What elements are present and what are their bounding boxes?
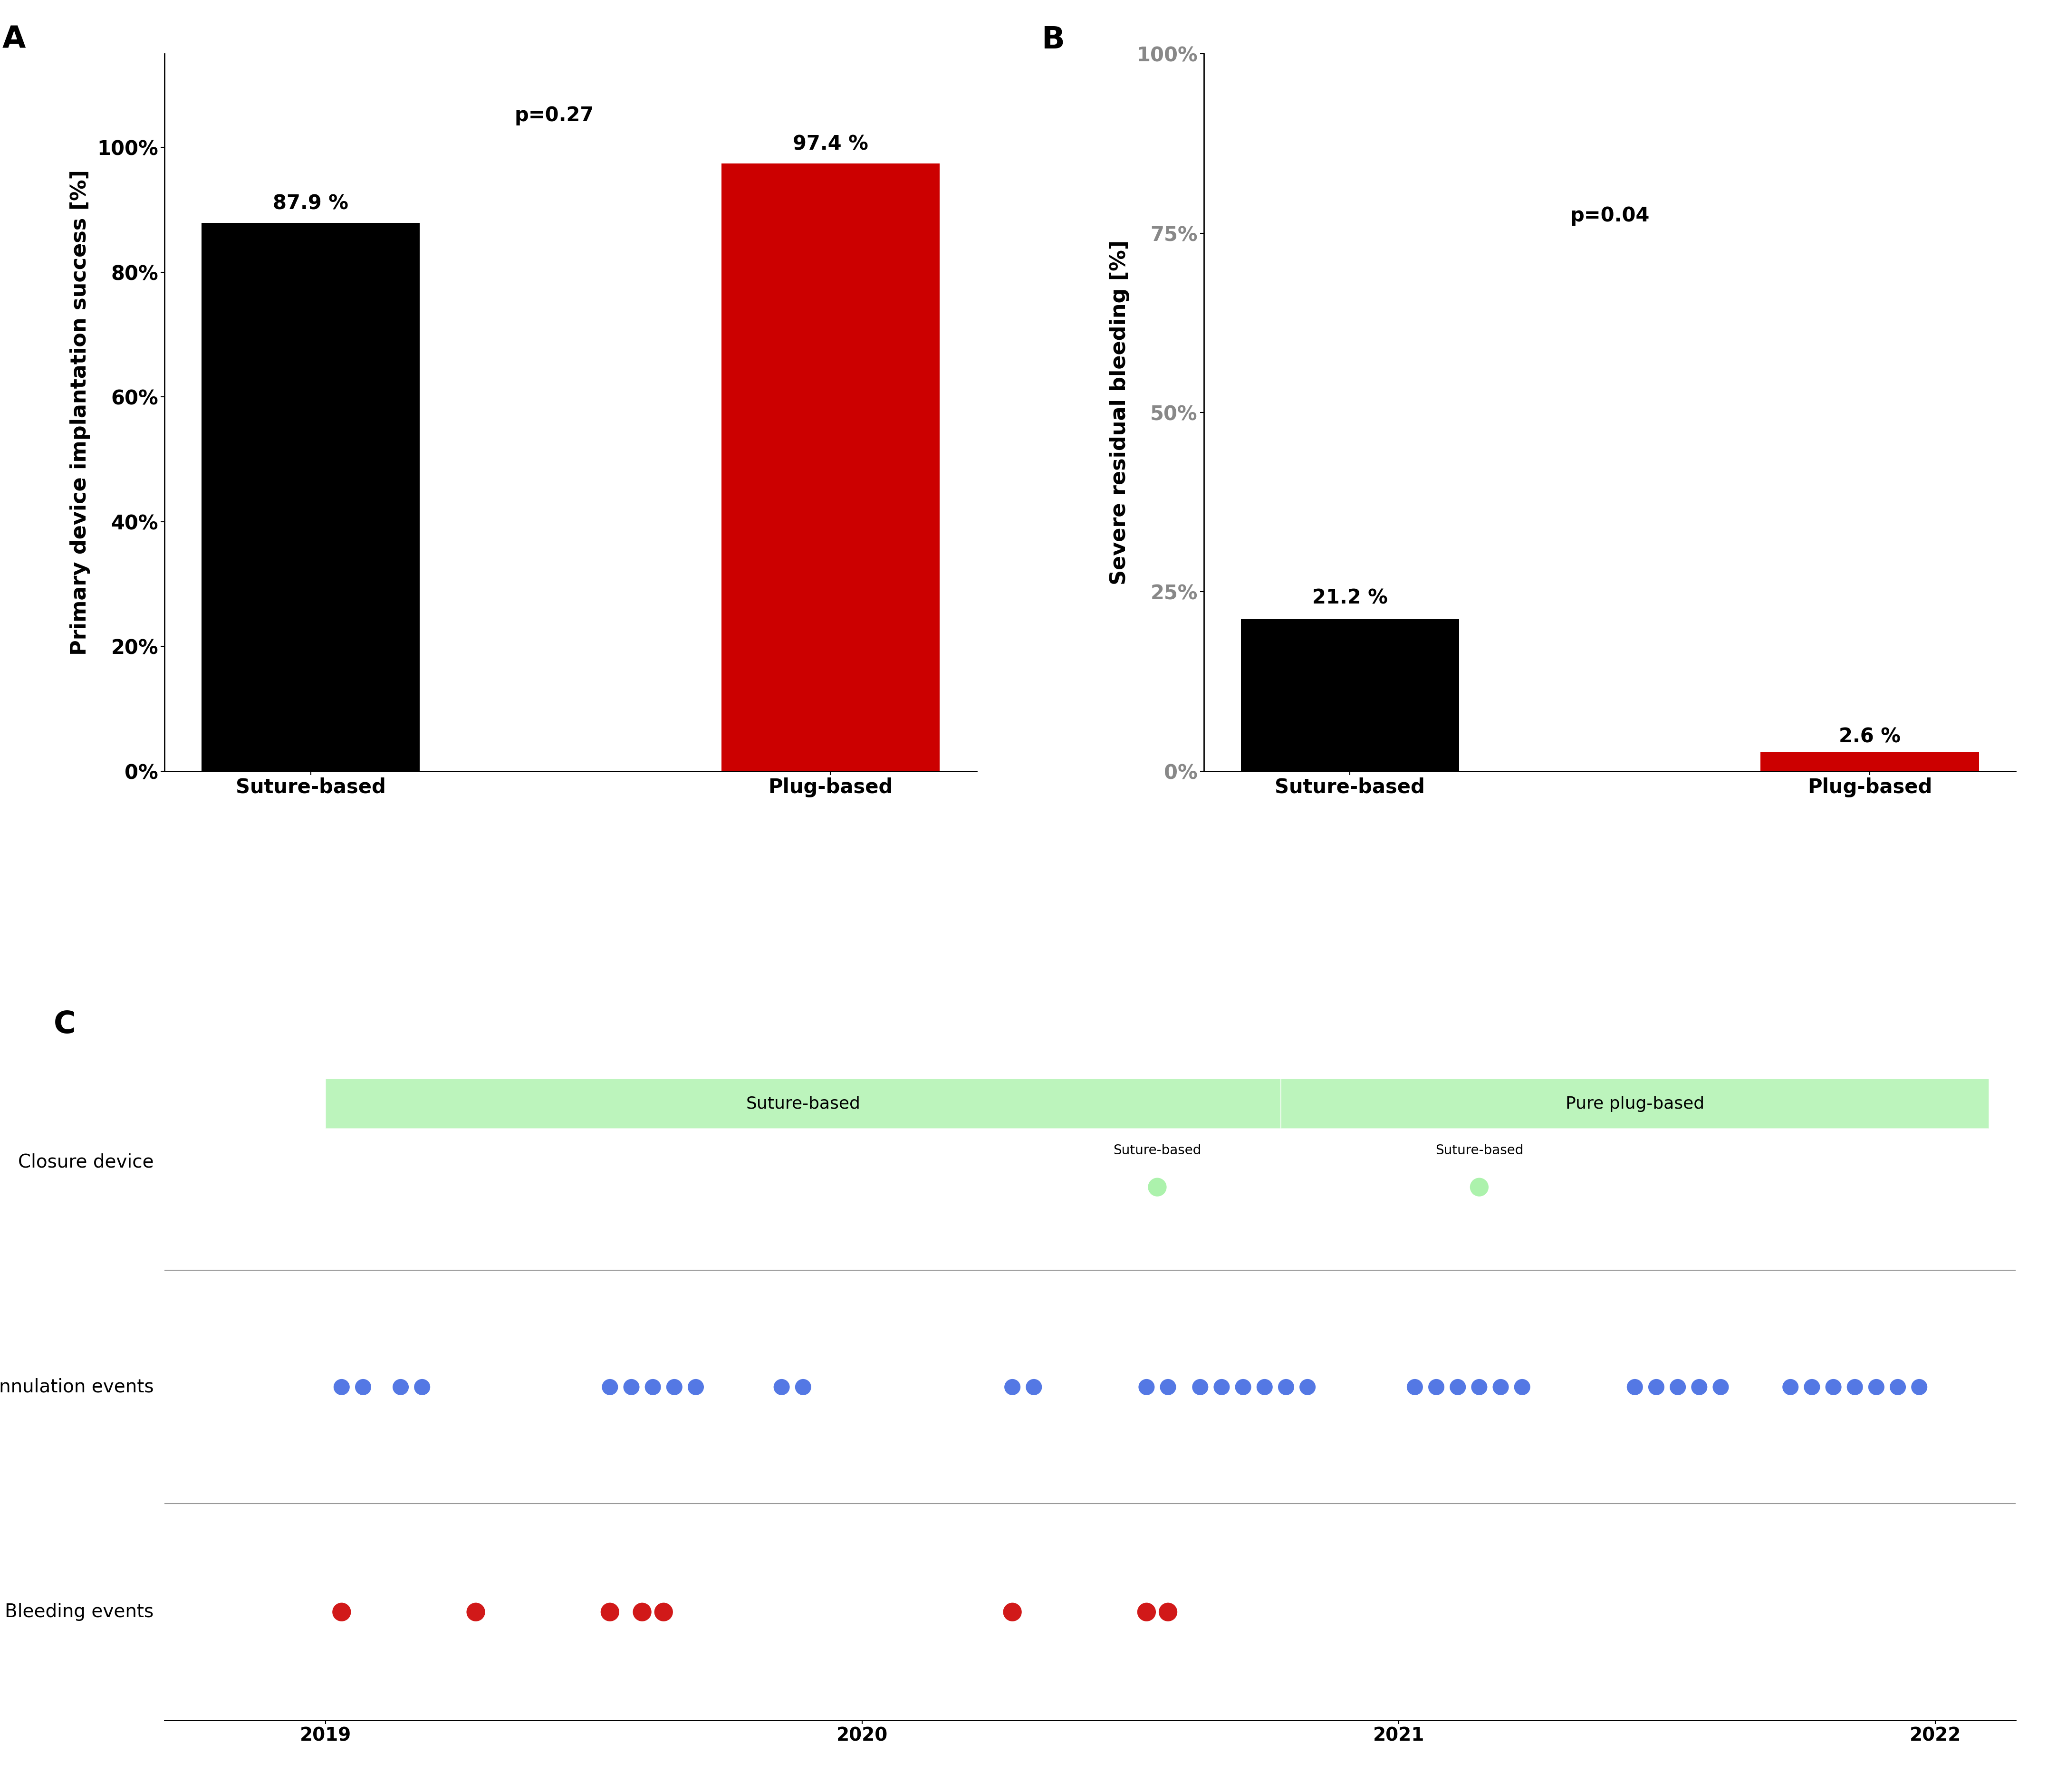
Point [1903,1373,1936,1401]
Point [459,1598,492,1627]
Text: Decannulation events: Decannulation events [0,1378,154,1396]
Point [1442,1373,1475,1401]
Point [348,1373,381,1401]
Bar [722,163,940,771]
Point [648,1598,681,1627]
Point [615,1373,648,1401]
Point [1205,1373,1238,1401]
Text: p=0.27: p=0.27 [514,106,594,125]
Point [1399,1373,1432,1401]
Point [1419,1373,1452,1401]
Point [325,1373,358,1401]
Text: Pure plug-based: Pure plug-based [1565,1095,1705,1111]
Point [1860,1373,1892,1401]
Point [1816,1373,1849,1401]
Bar [202,222,420,771]
Point [636,1373,669,1401]
Point [594,1373,627,1401]
Text: C: C [53,1011,76,1039]
Text: Bleeding events: Bleeding events [4,1604,154,1622]
Point [1018,1373,1051,1401]
Point [1152,1373,1185,1401]
Point [1796,1373,1829,1401]
Point [1506,1373,1539,1401]
Point [765,1373,798,1401]
Point [1249,1373,1282,1401]
Point [1269,1373,1302,1401]
Point [1183,1373,1216,1401]
Point [385,1373,418,1401]
Y-axis label: Severe residual bleeding [%]: Severe residual bleeding [%] [1109,240,1129,584]
Text: Suture-based: Suture-based [1436,1143,1524,1158]
Text: Suture-based: Suture-based [747,1095,860,1111]
Point [405,1373,438,1401]
Point [1129,1373,1162,1401]
Point [1152,1598,1185,1627]
Point [1683,1373,1716,1401]
Point [996,1373,1028,1401]
Point [1129,1598,1162,1627]
Text: 97.4 %: 97.4 % [792,134,868,154]
Bar [1240,618,1458,771]
Text: Closure device: Closure device [19,1152,154,1172]
Point [658,1373,691,1401]
Text: p=0.04: p=0.04 [1569,206,1650,226]
Point [1619,1373,1652,1401]
Bar [1282,1079,1989,1129]
Text: 21.2 %: 21.2 % [1312,588,1388,607]
Text: 87.9 %: 87.9 % [274,194,348,213]
Point [1463,1373,1495,1401]
Point [1639,1373,1672,1401]
Point [325,1598,358,1627]
Point [786,1373,819,1401]
Text: 2.6 %: 2.6 % [1839,728,1901,747]
Point [1662,1373,1695,1401]
Bar [1761,753,1979,771]
Point [1142,1172,1175,1201]
Text: B: B [1041,25,1066,54]
Point [1485,1373,1518,1401]
Point [1463,1172,1495,1201]
Point [1705,1373,1738,1401]
Point [1882,1373,1915,1401]
Bar [325,1079,1282,1129]
Text: Suture-based: Suture-based [1113,1143,1201,1158]
Point [594,1598,627,1627]
Point [625,1598,658,1627]
Point [1839,1373,1872,1401]
Point [996,1598,1028,1627]
Y-axis label: Primary device implantation success [%]: Primary device implantation success [%] [70,170,91,656]
Point [1226,1373,1259,1401]
Point [1773,1373,1806,1401]
Point [1292,1373,1325,1401]
Point [679,1373,712,1401]
Text: A: A [2,25,25,54]
